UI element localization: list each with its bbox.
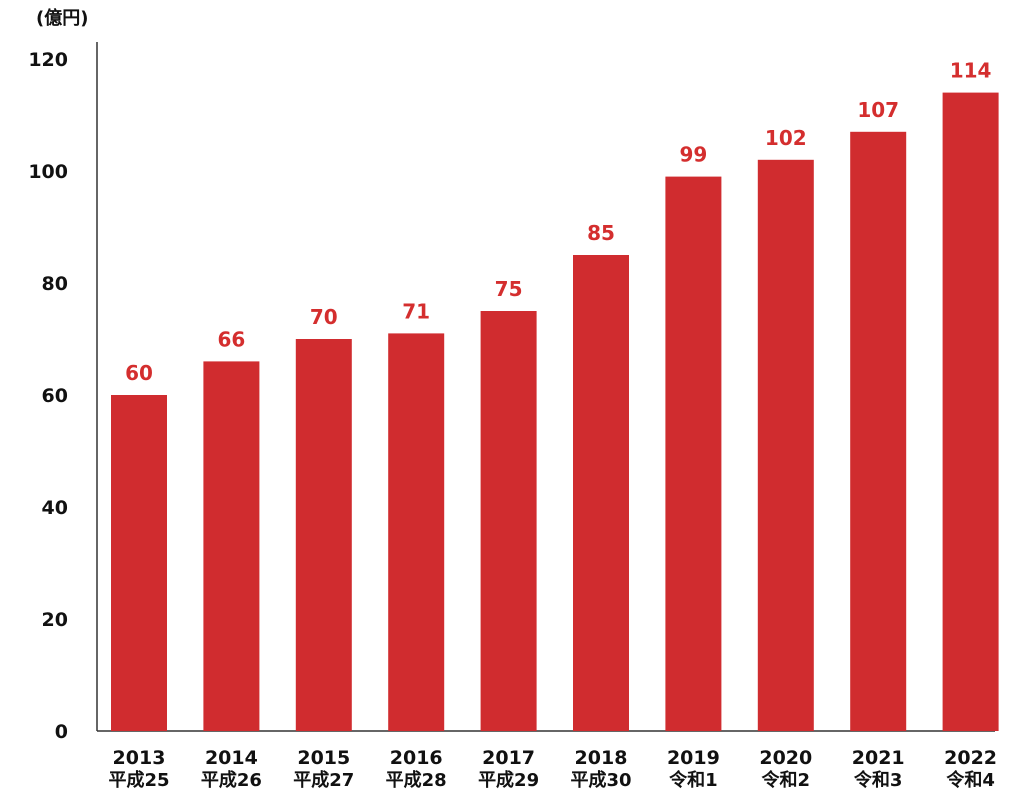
x-tick-year-label: 2016 <box>390 747 443 769</box>
bar-2015 <box>295 339 352 731</box>
x-tick-year-label: 2019 <box>667 747 720 769</box>
bar-2022 <box>942 92 999 732</box>
y-axis-ticks: 0 20 40 60 80 100 120 <box>28 49 68 743</box>
y-tick-label: 120 <box>28 49 68 71</box>
x-tick-year-label: 2021 <box>852 747 905 769</box>
value-labels-group: 60 66 70 71 75 85 99 102 107 114 <box>125 59 991 385</box>
x-tick-year-label: 2014 <box>205 747 258 769</box>
x-tick-era-label: 平成25 <box>108 769 169 791</box>
bar-2014 <box>203 361 260 731</box>
x-tick-era-label: 令和2 <box>761 769 811 791</box>
x-tick-era-label: 平成27 <box>293 769 354 791</box>
x-tick-era-label: 平成29 <box>478 769 539 791</box>
bar-value-label: 70 <box>310 305 338 329</box>
bar-2017 <box>480 311 537 731</box>
bar-value-label: 75 <box>495 277 523 301</box>
bar-2016 <box>388 333 445 731</box>
y-axis-unit-label: (億円) <box>36 7 88 29</box>
y-tick-label: 100 <box>28 161 68 183</box>
bar-value-label: 71 <box>402 299 430 323</box>
x-tick-era-label: 令和4 <box>945 769 995 791</box>
bar-value-label: 99 <box>679 143 707 167</box>
bar-2021 <box>850 131 907 732</box>
bars-group <box>111 92 999 732</box>
y-tick-label: 40 <box>42 497 68 519</box>
bar-value-label: 85 <box>587 221 615 245</box>
y-tick-label: 60 <box>42 385 68 407</box>
x-tick-era-label: 平成30 <box>570 769 631 791</box>
bar-2013 <box>111 395 167 731</box>
x-tick-era-label: 平成26 <box>201 769 262 791</box>
y-tick-label: 20 <box>42 609 68 631</box>
bar-value-label: 102 <box>765 126 807 150</box>
x-tick-year-label: 2017 <box>482 747 535 769</box>
x-tick-year-label: 2013 <box>113 747 166 769</box>
bar-2020 <box>757 159 814 732</box>
bar-2018 <box>573 255 629 731</box>
bar-value-label: 114 <box>950 59 992 83</box>
bar-value-label: 66 <box>217 327 245 351</box>
x-tick-era-label: 令和3 <box>853 769 903 791</box>
x-tick-year-label: 2020 <box>759 747 812 769</box>
x-tick-year-label: 2018 <box>575 747 628 769</box>
y-tick-label: 80 <box>42 273 68 295</box>
bar-value-label: 107 <box>857 98 899 122</box>
bar-value-label: 60 <box>125 361 153 385</box>
x-tick-era-label: 平成28 <box>386 769 447 791</box>
x-tick-year-label: 2015 <box>297 747 350 769</box>
x-tick-era-label: 令和1 <box>668 769 718 791</box>
x-tick-year-label: 2022 <box>944 747 997 769</box>
y-tick-label: 0 <box>55 721 68 743</box>
bar-2019 <box>665 176 722 732</box>
